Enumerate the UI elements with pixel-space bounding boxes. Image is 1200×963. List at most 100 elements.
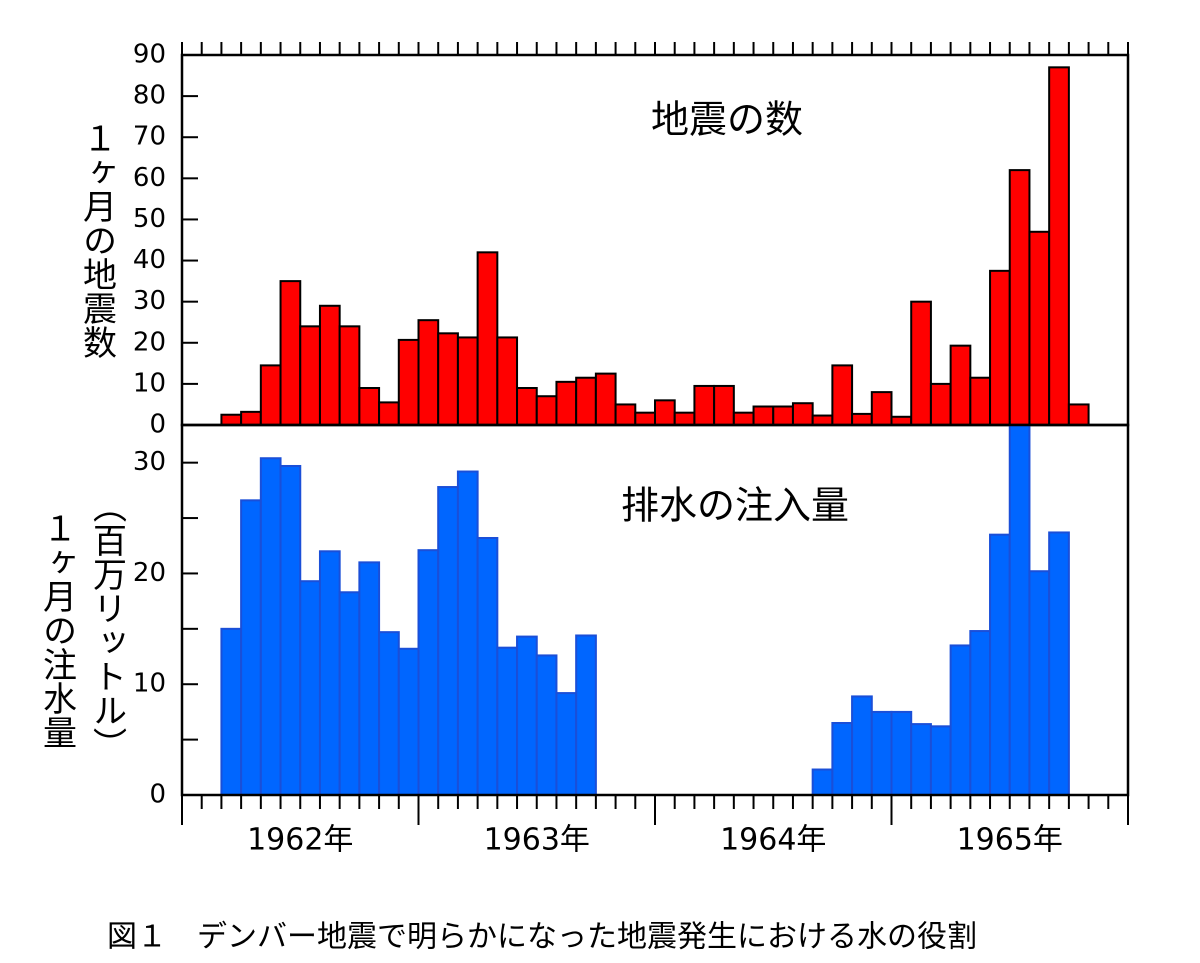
- bar: [851, 412, 873, 426]
- bar: [575, 376, 597, 427]
- y-tick-label: 60: [133, 163, 166, 193]
- bar: [1048, 66, 1070, 426]
- bar: [890, 710, 913, 796]
- bar: [929, 725, 952, 797]
- bar: [299, 580, 321, 797]
- caption: 図１ デンバー地震で明らかになった地震発生における水の役割: [107, 920, 977, 955]
- bar: [437, 332, 459, 427]
- bar: [220, 627, 243, 796]
- y-tick-label: 30: [133, 447, 166, 477]
- bar: [496, 646, 519, 796]
- bar: [634, 411, 657, 426]
- bar: [791, 402, 814, 427]
- y-tick-label: 0: [149, 410, 166, 440]
- y-tick-label: 30: [133, 286, 166, 316]
- bar: [929, 382, 952, 426]
- bar: [299, 325, 321, 427]
- x-year-label: 1963年: [484, 823, 590, 858]
- bar: [456, 336, 479, 426]
- bar: [811, 414, 834, 426]
- bar: [397, 338, 420, 426]
- bar: [240, 410, 262, 427]
- bar: [1008, 424, 1031, 796]
- y-axis-label: （百万リットル）: [87, 489, 127, 761]
- bar: [910, 300, 932, 426]
- bar: [614, 403, 637, 427]
- bar: [279, 464, 302, 796]
- bar: [378, 401, 400, 426]
- y-axis-label: １ヶ月の注水量: [37, 511, 77, 749]
- x-year-label: 1965年: [957, 823, 1063, 858]
- bar: [575, 634, 597, 797]
- bar: [378, 631, 400, 797]
- bar: [417, 319, 440, 426]
- y-tick-label: 0: [149, 780, 166, 810]
- bar: [338, 325, 361, 427]
- bar: [1028, 230, 1051, 426]
- bar: [673, 411, 696, 426]
- bar: [989, 533, 1011, 796]
- bar: [752, 405, 775, 426]
- bar: [831, 721, 854, 797]
- chart-title: 排水の注入量: [621, 484, 849, 528]
- bar: [949, 344, 972, 426]
- bar: [910, 723, 932, 797]
- bar: [693, 384, 716, 427]
- bar: [259, 457, 282, 796]
- bar: [476, 536, 499, 796]
- bar: [594, 372, 617, 427]
- y-tick-label: 20: [133, 327, 166, 357]
- y-axis-label: １ヶ月の地震数: [77, 121, 117, 359]
- y-tick-label: 20: [133, 558, 166, 588]
- bar: [240, 499, 262, 796]
- bar: [1028, 570, 1051, 796]
- bar: [437, 486, 459, 796]
- bar: [220, 413, 243, 427]
- bar: [969, 376, 992, 427]
- bar: [417, 549, 440, 796]
- bar: [969, 630, 992, 797]
- bar: [496, 336, 519, 426]
- bar: [732, 411, 755, 426]
- bar: [949, 644, 972, 796]
- bar: [516, 635, 538, 797]
- bar: [555, 380, 578, 427]
- bar: [516, 387, 538, 426]
- y-tick-label: 90: [133, 40, 166, 70]
- bar: [456, 470, 479, 796]
- bar: [358, 561, 381, 797]
- y-tick-label: 50: [133, 204, 166, 234]
- bar: [535, 395, 558, 427]
- bar: [654, 399, 676, 427]
- bar: [476, 251, 499, 426]
- bar: [851, 695, 873, 796]
- bar: [259, 364, 282, 426]
- bar: [811, 768, 834, 796]
- plot-frame: [180, 423, 1130, 797]
- bar: [338, 591, 361, 796]
- bar: [318, 550, 341, 796]
- y-tick-label: 10: [133, 669, 166, 699]
- chart-title: 地震の数: [651, 98, 803, 142]
- bar: [870, 710, 893, 796]
- bar: [555, 692, 578, 797]
- x-year-label: 1964年: [720, 823, 826, 858]
- bar: [397, 647, 420, 796]
- y-tick-label: 10: [133, 368, 166, 398]
- y-tick-label: 40: [133, 245, 166, 275]
- bar: [870, 391, 893, 427]
- bar: [831, 364, 854, 426]
- bar: [1048, 531, 1070, 796]
- bar: [1008, 169, 1031, 426]
- bar: [318, 304, 341, 426]
- bar: [989, 269, 1011, 427]
- bar: [713, 384, 735, 427]
- bar: [772, 405, 794, 426]
- bar: [1067, 403, 1090, 427]
- y-tick-label: 70: [133, 122, 166, 152]
- bar: [535, 654, 558, 797]
- y-tick-label: 80: [133, 81, 166, 111]
- bar: [358, 387, 381, 426]
- bar: [279, 280, 302, 426]
